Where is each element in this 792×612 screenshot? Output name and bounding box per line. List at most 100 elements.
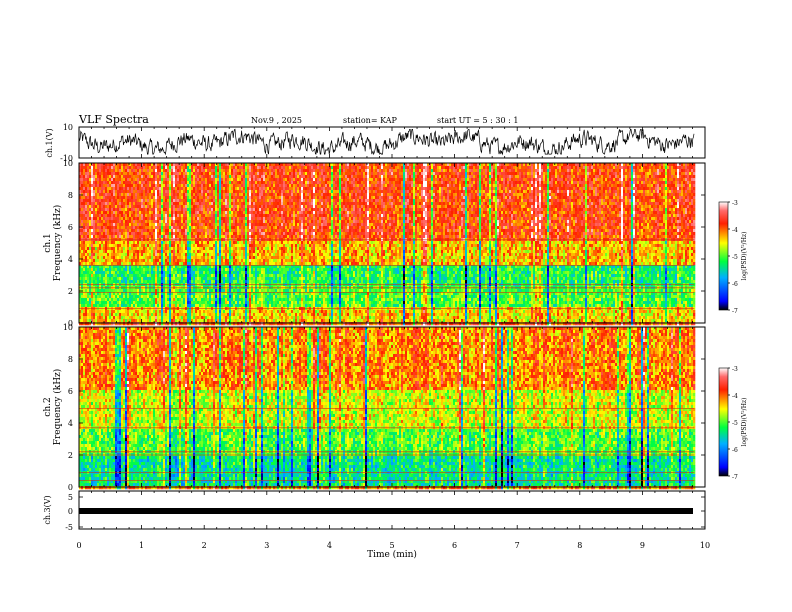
- spectrogram-cell: [81, 169, 83, 172]
- spectrogram-cell: [103, 304, 105, 307]
- spectrogram-cell: [105, 196, 107, 199]
- spectrogram-cell: [95, 196, 97, 199]
- spectrogram-cell: [83, 217, 85, 220]
- spectrogram-cell: [123, 313, 125, 316]
- spectrogram-cell: [125, 304, 127, 307]
- spectrogram-cell: [101, 280, 103, 283]
- spectrogram-cell: [121, 169, 123, 172]
- spectrogram-cell: [87, 262, 89, 265]
- spectrogram-cell: [111, 274, 113, 277]
- spectrogram-cell: [99, 298, 101, 301]
- spectrogram-cell: [81, 247, 83, 250]
- spectrogram-cell: [109, 226, 111, 229]
- spectrogram-cell: [89, 220, 91, 223]
- spectrogram-cell: [119, 181, 121, 184]
- spectrogram-cell: [135, 298, 137, 301]
- spectrogram-cell: [127, 256, 129, 259]
- spectrogram-cell: [123, 223, 125, 226]
- spectrogram-cell: [105, 322, 107, 325]
- spectrogram-cell: [91, 181, 93, 184]
- spectrogram-cell: [121, 217, 123, 220]
- spectrogram-cell: [121, 196, 123, 199]
- spectrogram-cell: [135, 259, 137, 262]
- spectrogram-cell: [87, 184, 89, 187]
- spectrogram-cell: [87, 241, 89, 244]
- spectrogram-cell: [105, 226, 107, 229]
- spectrogram-cell: [89, 319, 91, 322]
- spectrogram-cell: [105, 178, 107, 181]
- spectrogram-cell: [137, 166, 139, 169]
- spectrogram-cell: [131, 235, 133, 238]
- spectrogram-cell: [97, 295, 99, 298]
- spectrogram-cell: [123, 256, 125, 259]
- spectrogram-cell: [121, 247, 123, 250]
- spectrogram-cell: [83, 229, 85, 232]
- spectrogram-cell: [119, 316, 121, 319]
- spectrogram-cell: [87, 202, 89, 205]
- spectrogram-cell: [129, 316, 131, 319]
- spectrogram-cell: [99, 259, 101, 262]
- spectrogram-cell: [135, 166, 137, 169]
- spectrogram-cell: [125, 322, 127, 325]
- spectrogram-cell: [89, 271, 91, 274]
- ch1-spectrogram-panel: 0246810 ch.1 Frequency (kHz): [43, 159, 705, 328]
- spectrogram-cell: [123, 232, 125, 235]
- spectrogram-cell: [127, 229, 129, 232]
- spectrogram-cell: [95, 232, 97, 235]
- spectrogram-cell: [91, 187, 93, 190]
- spectrogram-cell: [133, 220, 135, 223]
- spectrogram-cell: [133, 184, 135, 187]
- spectrogram-cell: [95, 241, 97, 244]
- spectrogram-cell: [87, 298, 89, 301]
- spectrogram-cell: [93, 214, 95, 217]
- spectrogram-cell: [97, 268, 99, 271]
- spectrogram-cell: [119, 223, 121, 226]
- spectrogram-cell: [81, 226, 83, 229]
- spectrogram-cell: [99, 196, 101, 199]
- spectrogram-cell: [99, 289, 101, 292]
- spectrogram-cell: [87, 166, 89, 169]
- spectrogram-cell: [85, 205, 87, 208]
- spectrogram-cell: [81, 181, 83, 184]
- spectrogram-cell: [115, 196, 117, 199]
- spectrogram-cell: [107, 187, 109, 190]
- spectrogram-cell: [135, 271, 137, 274]
- spectrogram-cell: [111, 220, 113, 223]
- spectrogram-cell: [83, 244, 85, 247]
- spectrogram-cell: [99, 304, 101, 307]
- spectrogram-cell: [121, 241, 123, 244]
- spectrogram-cell: [125, 214, 127, 217]
- spectrogram-cell: [133, 295, 135, 298]
- spectrogram-cell: [83, 199, 85, 202]
- spectrogram-cell: [123, 289, 125, 292]
- spectrogram-cell: [105, 301, 107, 304]
- spectrogram-cell: [123, 181, 125, 184]
- spectrogram-cell: [121, 316, 123, 319]
- spectrogram-cell: [83, 169, 85, 172]
- spectrogram-cell: [101, 268, 103, 271]
- spectrogram-cell: [87, 274, 89, 277]
- spectrogram-cell: [123, 190, 125, 193]
- spectrogram-cell: [87, 172, 89, 175]
- spectrogram-cell: [85, 175, 87, 178]
- spectrogram-cell: [107, 259, 109, 262]
- spectrogram-cell: [111, 202, 113, 205]
- spectrogram-cell: [119, 208, 121, 211]
- spectrogram-cell: [91, 205, 93, 208]
- spectrogram-cell: [95, 319, 97, 322]
- spectrogram-cell: [83, 268, 85, 271]
- spectrogram-cell: [95, 277, 97, 280]
- spectrogram-cell: [133, 199, 135, 202]
- spectrogram-cell: [137, 175, 139, 178]
- spectrogram-cell: [125, 178, 127, 181]
- spectrogram-cell: [99, 208, 101, 211]
- spectrogram-cell: [135, 289, 137, 292]
- spectrogram-cell: [107, 289, 109, 292]
- spectrogram-cell: [87, 244, 89, 247]
- spectrogram-cell: [111, 214, 113, 217]
- spectrogram-cell: [113, 235, 115, 238]
- spectrogram-cell: [113, 301, 115, 304]
- spectrogram-cell: [105, 172, 107, 175]
- spectrogram-cell: [101, 256, 103, 259]
- spectrogram-cell: [135, 175, 137, 178]
